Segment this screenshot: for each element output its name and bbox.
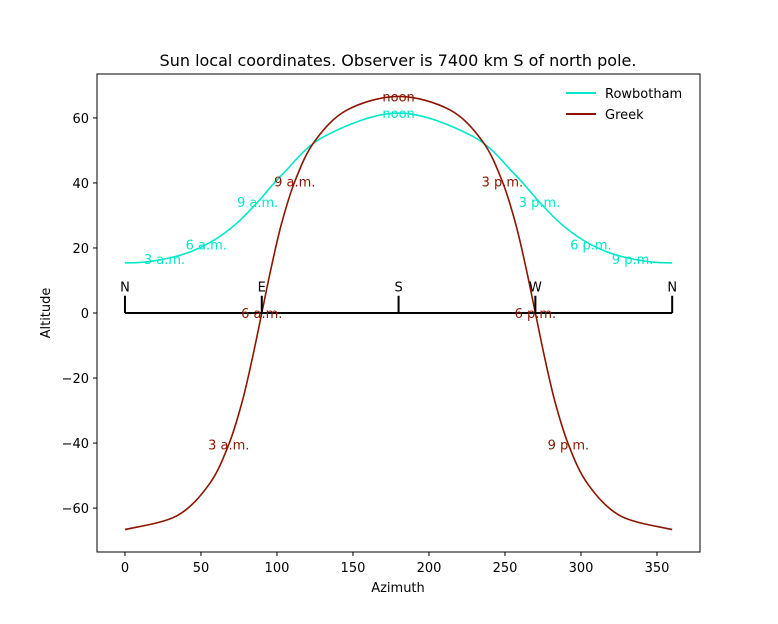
x-axis-label: Azimuth [371,581,425,596]
legend-label-rowbotham: Rowbotham [605,87,682,102]
hour-label: 6 a.m. [241,307,282,322]
compass-label: E [258,281,266,296]
x-tick-label: 150 [341,561,366,576]
x-axis: 0 50 100 150 200 250 300 350 [121,552,670,576]
hour-label: 9 a.m. [274,176,315,191]
x-tick-label: 50 [193,561,210,576]
x-tick-label: 250 [493,561,518,576]
x-tick-label: 300 [569,561,594,576]
y-tick-label: −60 [62,502,89,517]
hour-label: 6 p.m. [515,307,557,322]
compass-label: S [394,281,402,296]
series-line-greek [124,95,673,531]
hour-label: noon [382,107,414,122]
hour-label: 3 a.m. [144,253,185,268]
y-tick-label: −40 [62,437,89,452]
y-tick-label: 20 [72,242,89,257]
y-axis-label: Altitude [39,288,54,339]
y-tick-label: −20 [62,372,89,387]
compass-label: W [529,281,542,296]
compass-label: N [667,281,677,296]
chart-title: Sun local coordinates. Observer is 7400 … [160,51,637,70]
legend: Rowbotham Greek [566,87,682,123]
x-tick-label: 200 [417,561,442,576]
hour-label: 9 a.m. [237,196,278,211]
hour-label: 6 p.m. [570,239,612,254]
y-tick-label: 60 [72,112,89,127]
hour-label: 3 a.m. [208,438,249,453]
y-tick-label: 40 [72,177,89,192]
hour-label: 3 p.m. [482,176,524,191]
y-axis: −60 −40 −20 0 20 40 60 [62,112,97,517]
hour-label: 9 p.m. [548,438,590,453]
hour-label: 3 p.m. [519,196,561,211]
hour-label: 6 a.m. [186,239,227,254]
series-line-rowbotham [124,112,673,264]
hour-label: noon [382,90,414,105]
x-tick-label: 0 [121,561,129,576]
y-tick-label: 0 [81,307,89,322]
legend-label-greek: Greek [605,108,644,123]
compass-label: N [120,281,130,296]
x-tick-label: 350 [645,561,670,576]
hour-label: 9 p.m. [612,253,654,268]
x-tick-label: 100 [265,561,290,576]
